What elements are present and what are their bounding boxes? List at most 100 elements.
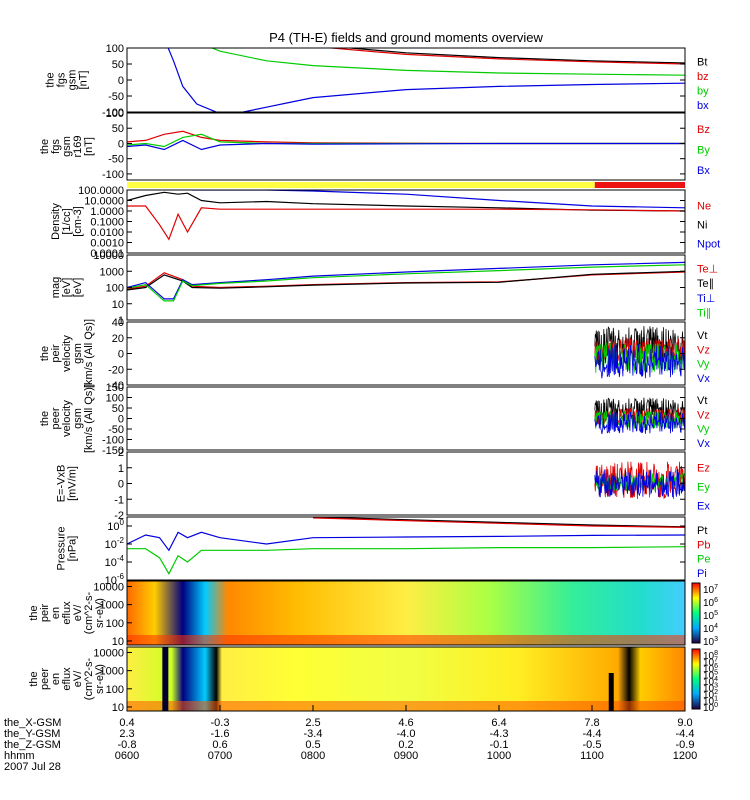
- y-tick-label: 10000: [93, 647, 124, 659]
- data-efield: [594, 461, 685, 500]
- panel-efield: 2 1 0 -1 -2 Ez Ey Ex E=-VxB[mV/m]: [56, 447, 711, 522]
- x-tick-label: 1000: [487, 750, 511, 762]
- mode-bar-segment-0: [127, 182, 595, 188]
- x-tick-label: 0600: [115, 750, 139, 762]
- y-tick-label: -40: [108, 380, 124, 392]
- y-tick-label: 50: [112, 403, 124, 415]
- x-tick-label: 2.3: [119, 728, 134, 740]
- legend-By: By: [697, 145, 710, 157]
- legend-Pt: Pt: [697, 525, 707, 537]
- panel-frame: [126, 580, 686, 646]
- spectrogram-low-energy-band: [127, 635, 685, 645]
- y-tick-label: 0: [118, 414, 124, 426]
- x-tick-label: -3.4: [304, 728, 323, 740]
- series-line-Pb: [312, 517, 685, 528]
- x-tick-label: 0.5: [305, 739, 320, 751]
- panel-frame: [126, 189, 686, 254]
- x-tick-label: -4.4: [676, 728, 695, 740]
- panel-fgs_r169: 100 50 0 -50 -100 Bz By Bx thefgsgsmr169[nT]: [39, 108, 710, 181]
- series-line-Bz: [127, 130, 685, 145]
- x-row-label: the_Y-GSM: [4, 728, 60, 740]
- y-tick-label: -100: [102, 435, 124, 447]
- legend-Bx: Bx: [697, 165, 710, 177]
- series-line-Ne: [127, 205, 685, 241]
- panel-temperature: 10000 1000 100 10 1 Te⊥ Te∥ Ti⊥ Ti∥ mag[eV][eV]: [50, 250, 718, 327]
- panel-peir_velocity: 40 20 0 -20 -40 Vt Vz Vy Vx thepeirvelocitygsm[km…: [39, 317, 710, 392]
- y-axis-label: Density[1/cc][cm-3]: [50, 203, 84, 240]
- y-axis-label: thepeervelocitygsm[km/s (All Qs)]: [39, 384, 95, 453]
- data-peir_velocity: [594, 326, 685, 379]
- noise-trace-Ex: [594, 468, 685, 498]
- y-tick-label: 100: [106, 684, 124, 696]
- y-tick-label: -150: [102, 445, 124, 457]
- panel-fgs: 100 50 0 -50 -100 Bt bz by bx thefgsgsm[nT]: [45, 43, 710, 119]
- y-axis-label: thepeirenefluxeV/(cm^2-s-sr-eV): [28, 591, 106, 634]
- y-tick-label: -50: [108, 154, 124, 166]
- panel-density: 100.000010.00001.00000.10000.01000.00100…: [50, 185, 720, 260]
- plot-title: P4 (TH-E) fields and ground moments over…: [269, 30, 543, 45]
- y-axis-label: thefgsgsmr169[nT]: [39, 135, 95, 157]
- series-line-Ni: [127, 191, 685, 212]
- legend-Ey: Ey: [697, 482, 710, 494]
- data-density: [127, 190, 685, 241]
- y-tick-label: 1.0000: [90, 206, 124, 218]
- y-tick-label: -50: [108, 424, 124, 436]
- y-tick-label: 0.0100: [90, 227, 124, 239]
- x-tick-label: 9.0: [677, 717, 692, 729]
- x-tick-label: -0.1: [490, 739, 509, 751]
- x-tick-label: 1100: [580, 750, 604, 762]
- y-tick-label: 0.1000: [90, 217, 124, 229]
- y-tick-label: 0: [118, 75, 124, 87]
- y-tick-label: -50: [108, 91, 124, 103]
- legend-Ti⊥: Ti⊥: [697, 293, 715, 305]
- legend-Ne: Ne: [697, 201, 711, 213]
- y-tick-label: 1: [118, 315, 124, 327]
- legend-Vt: Vt: [697, 395, 707, 407]
- panel-frame: [126, 112, 686, 181]
- y-tick-label: 10.0000: [84, 196, 124, 208]
- y-tick-label: 1000: [100, 666, 124, 678]
- x-tick-label: -0.9: [676, 739, 695, 751]
- series-line-Bx: [127, 139, 685, 151]
- x-tick-label: -0.3: [211, 717, 230, 729]
- spectrogram-peir_spec: [127, 581, 685, 645]
- series-line-By: [127, 133, 685, 148]
- y-tick-label: -2: [114, 510, 124, 522]
- y-axis-label: E=-VxB[mV/m]: [56, 465, 79, 503]
- x-tick-label: -0.8: [118, 739, 137, 751]
- y-tick-label: 100: [106, 393, 124, 405]
- y-tick-label: 100.0000: [78, 185, 124, 197]
- panel-frame: [126, 254, 686, 321]
- panel-frame: [126, 386, 686, 451]
- x-row-label: the_Z-GSM: [4, 739, 61, 751]
- series-line-Pe: [127, 546, 685, 575]
- y-tick-label: 50: [112, 59, 124, 71]
- legend-Ti∥: Ti∥: [697, 308, 711, 320]
- legend-bx: bx: [697, 100, 709, 112]
- y-tick-label: 100: [106, 108, 124, 120]
- x-tick-label: 0700: [208, 750, 232, 762]
- legend-Vx: Vx: [697, 373, 710, 385]
- series-line-Te∥: [127, 270, 685, 291]
- data-fgs: [167, 48, 685, 112]
- legend-Vy: Vy: [697, 359, 710, 371]
- y-tick-label: 10000: [93, 250, 124, 262]
- series-line-Ti⊥: [127, 261, 685, 300]
- x-tick-label: 7.8: [584, 717, 599, 729]
- panel-frame: [126, 451, 686, 516]
- series-line-bz: [324, 48, 685, 65]
- x-tick-label: -1.6: [211, 728, 230, 740]
- y-tick-label: 40: [112, 317, 124, 329]
- legend-Vz: Vz: [697, 344, 710, 356]
- y-tick-label: 10: [112, 702, 124, 714]
- colorbar-peer_spec: [691, 648, 701, 710]
- y-tick-label: 0: [118, 138, 124, 150]
- y-tick-label: 0.0001: [90, 248, 124, 260]
- y-tick-label: 10: [112, 299, 124, 311]
- colorbar-label: 100: [703, 702, 718, 714]
- noise-trace-Vx: [594, 344, 685, 379]
- x-tick-label: 0900: [394, 750, 418, 762]
- mode-bar: [127, 182, 685, 188]
